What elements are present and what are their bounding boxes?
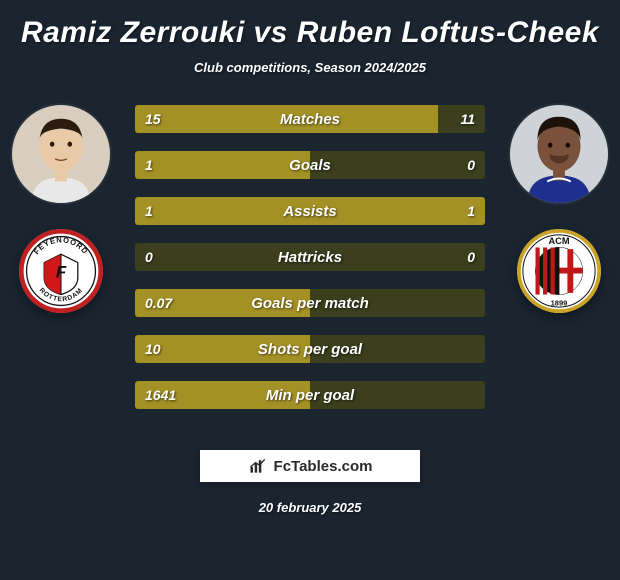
bar-fill-right	[310, 105, 438, 133]
branding-label: FcTables.com	[274, 458, 373, 475]
stat-row: Min per goal1641	[135, 381, 485, 409]
comparison-card: Ramiz Zerrouki vs Ruben Loftus-Cheek Clu…	[0, 0, 620, 580]
bar-fill-left	[135, 289, 310, 317]
subtitle: Club competitions, Season 2024/2025	[0, 60, 620, 75]
svg-text:F: F	[56, 263, 67, 282]
content-area: FEYENOORD ROTTERDAM F	[0, 105, 620, 425]
stat-bars: Matches1511 Goals10 Assists11 Hattricks00 Go…	[135, 105, 485, 409]
page-title: Ramiz Zerrouki vs Ruben Loftus-Cheek	[0, 16, 620, 50]
bar-fill-left	[135, 105, 310, 133]
right-player-portrait	[510, 105, 608, 203]
bar-fill-right	[310, 197, 485, 225]
stat-row: Assists11	[135, 197, 485, 225]
crest-year: 1899	[551, 298, 568, 307]
right-club-crest: ACM 1899	[517, 229, 601, 313]
feyenoord-crest-icon: FEYENOORD ROTTERDAM F	[19, 229, 103, 313]
ac-milan-crest-icon: ACM 1899	[517, 229, 601, 313]
branding-badge: FcTables.com	[200, 450, 420, 482]
left-player-column: FEYENOORD ROTTERDAM F	[6, 105, 116, 313]
date-label: 20 february 2025	[0, 500, 620, 515]
stat-row: Goals10	[135, 151, 485, 179]
chart-icon	[248, 456, 268, 476]
avatar-icon	[12, 105, 110, 203]
bar-fill-left	[135, 151, 310, 179]
stat-row: Hattricks00	[135, 243, 485, 271]
left-club-crest: FEYENOORD ROTTERDAM F	[19, 229, 103, 313]
avatar-icon	[510, 105, 608, 203]
crest-text: ACM	[548, 236, 569, 246]
bar-fill-left	[135, 197, 310, 225]
bar-fill-left	[135, 335, 310, 363]
stat-row: Shots per goal10	[135, 335, 485, 363]
bar-fill-left	[135, 381, 310, 409]
right-player-column: ACM 1899	[504, 105, 614, 313]
stat-row: Goals per match0.07	[135, 289, 485, 317]
left-player-portrait	[12, 105, 110, 203]
stat-row: Matches1511	[135, 105, 485, 133]
